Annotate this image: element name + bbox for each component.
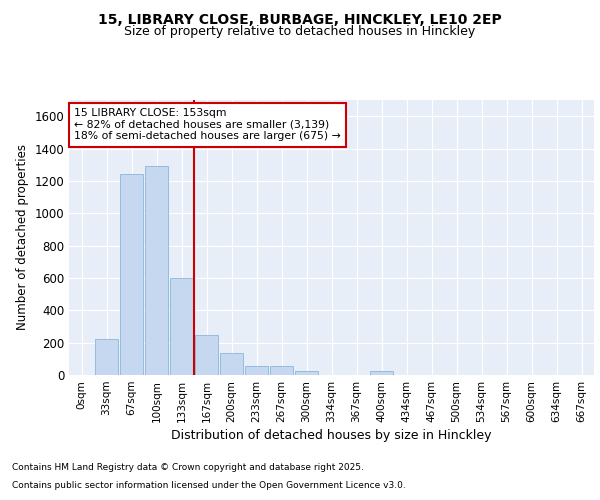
Text: 15 LIBRARY CLOSE: 153sqm
← 82% of detached houses are smaller (3,139)
18% of sem: 15 LIBRARY CLOSE: 153sqm ← 82% of detach…: [74, 108, 341, 142]
Bar: [119, 174, 143, 375]
Y-axis label: Number of detached properties: Number of detached properties: [16, 144, 29, 330]
Text: Contains HM Land Registry data © Crown copyright and database right 2025.: Contains HM Land Registry data © Crown c…: [12, 464, 364, 472]
Bar: [295, 371, 319, 375]
Bar: [370, 371, 394, 375]
Bar: [245, 366, 268, 375]
X-axis label: Distribution of detached houses by size in Hinckley: Distribution of detached houses by size …: [171, 429, 492, 442]
Bar: [194, 336, 218, 375]
Text: Contains public sector information licensed under the Open Government Licence v3: Contains public sector information licen…: [12, 481, 406, 490]
Bar: [145, 166, 169, 375]
Bar: [95, 339, 118, 375]
Bar: [170, 278, 193, 375]
Bar: [269, 366, 293, 375]
Text: Size of property relative to detached houses in Hinckley: Size of property relative to detached ho…: [124, 25, 476, 38]
Bar: [220, 353, 244, 375]
Text: 15, LIBRARY CLOSE, BURBAGE, HINCKLEY, LE10 2EP: 15, LIBRARY CLOSE, BURBAGE, HINCKLEY, LE…: [98, 12, 502, 26]
